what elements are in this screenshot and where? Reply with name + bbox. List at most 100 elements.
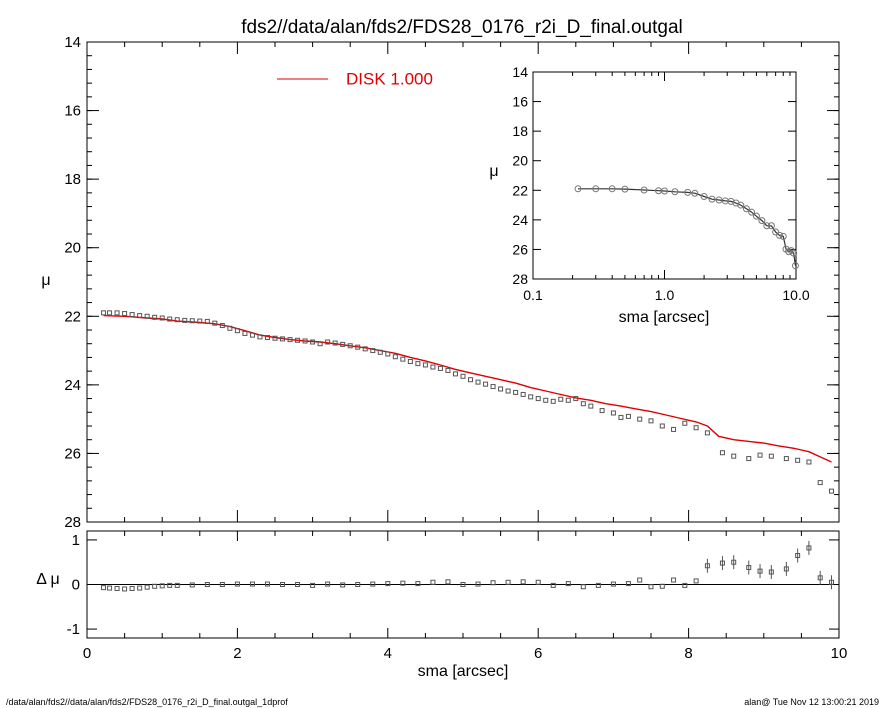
inset-profile-point <box>772 228 780 236</box>
residual-point <box>234 581 240 587</box>
residual-point <box>101 585 107 591</box>
inset-profile-point <box>691 189 699 197</box>
inset-profile-trace <box>578 188 796 266</box>
main-y-tick-label: 18 <box>64 171 81 188</box>
profile-point <box>550 398 556 404</box>
main-axis-ticks <box>86 41 840 523</box>
profile-point <box>415 361 421 367</box>
profile-point <box>174 317 180 323</box>
main-y-tick-label: 24 <box>64 377 81 394</box>
residual-point <box>189 582 195 588</box>
residual-point <box>828 579 834 585</box>
inset-profile-point <box>621 185 629 193</box>
profile-point <box>637 416 643 422</box>
profile-point <box>795 457 801 463</box>
profile-point <box>114 310 120 316</box>
residual-point <box>107 585 113 591</box>
profile-point <box>107 310 113 316</box>
x-tick-label: 10 <box>831 645 848 662</box>
residual-point <box>325 581 331 587</box>
residual-point <box>144 584 150 590</box>
residual-point <box>659 583 665 589</box>
residual-point <box>768 569 774 575</box>
residual-point <box>400 580 406 586</box>
x-axis-label: sma [arcsec] <box>418 663 509 680</box>
profile-point <box>468 377 474 383</box>
profile-point <box>719 450 725 456</box>
profile-point <box>746 456 752 462</box>
inset-y-tick-label: 28 <box>512 271 528 287</box>
legend-label: DISK 1.000 <box>346 69 433 88</box>
inset-profile-point <box>748 208 756 216</box>
profile-point <box>445 367 451 373</box>
profile-point <box>340 341 346 347</box>
inset-profile-points <box>574 185 799 270</box>
inset-y-tick-labels: 14 16 18 20 22 24 26 28 <box>512 64 528 287</box>
profile-point <box>704 430 710 436</box>
profile-point <box>332 340 338 346</box>
profile-point <box>137 313 143 319</box>
residual-point <box>385 581 391 587</box>
profile-point <box>152 314 158 320</box>
profile-point <box>189 318 195 324</box>
inset-x-tick-label: 10.0 <box>782 287 809 303</box>
profile-point <box>452 371 458 377</box>
profile-point <box>768 453 774 459</box>
main-y-tick-label: 26 <box>64 445 81 462</box>
residual-point <box>370 581 376 587</box>
profile-point <box>625 413 631 419</box>
profile-point <box>528 394 534 400</box>
inset-profile-point <box>700 192 708 200</box>
inset-profile-point <box>779 232 787 240</box>
residual-point <box>219 582 225 587</box>
residual-point <box>693 578 699 584</box>
residual-point <box>159 583 165 589</box>
profile-point <box>385 351 391 357</box>
profile-point <box>535 396 541 402</box>
inset-y-tick-label: 18 <box>512 123 528 139</box>
profile-point <box>212 320 218 326</box>
profile-point <box>257 334 263 340</box>
profile-point <box>580 401 586 407</box>
residual-point <box>310 582 316 588</box>
inset-profile-point <box>684 188 692 196</box>
profile-point <box>610 410 616 416</box>
inset-y-tick-label: 20 <box>512 153 528 169</box>
residual-point <box>704 563 710 569</box>
residual-y-tick-labels: 1 0 -1 <box>67 532 80 638</box>
residual-point <box>757 568 763 574</box>
footer-filename: /data/alan/fds2//data/alan/fds2/FDS28_01… <box>6 697 288 707</box>
inset-profile-point <box>767 222 775 230</box>
profile-point <box>543 397 549 403</box>
residual-point <box>671 577 677 583</box>
residual-y-tick-label: 1 <box>72 532 80 549</box>
residual-point <box>783 566 789 572</box>
profile-point <box>693 425 699 431</box>
residual-point <box>340 582 346 588</box>
profile-point <box>310 339 316 345</box>
profile-point <box>264 335 270 341</box>
inset-profile-point <box>752 212 760 220</box>
residual-y-axis-label: Δ μ <box>36 571 59 588</box>
inset-y-tick-label: 22 <box>512 182 528 198</box>
inset-x-axis-label: sma [arcsec] <box>619 309 710 326</box>
profile-point <box>317 341 323 347</box>
profile-point <box>475 379 481 385</box>
profile-point <box>407 359 413 365</box>
residual-point <box>746 565 752 571</box>
surface-brightness-panel: 14 16 18 20 22 24 26 28 μ DISK 1.000 <box>41 34 840 531</box>
profile-point <box>558 396 564 402</box>
inset-profile-point <box>737 201 745 209</box>
residual-point <box>580 584 586 590</box>
residual-point <box>535 579 541 585</box>
inset-profile-point <box>640 186 648 194</box>
inset-x-tick-labels: 0.1 1.0 10.0 <box>523 287 810 303</box>
inset-y-axis-label: μ <box>489 163 498 180</box>
residual-point <box>122 586 128 592</box>
residual-point <box>445 579 451 585</box>
profile-point <box>182 317 188 323</box>
profile-point <box>588 403 594 409</box>
main-y-tick-label: 22 <box>64 308 81 325</box>
residual-point <box>114 586 120 592</box>
